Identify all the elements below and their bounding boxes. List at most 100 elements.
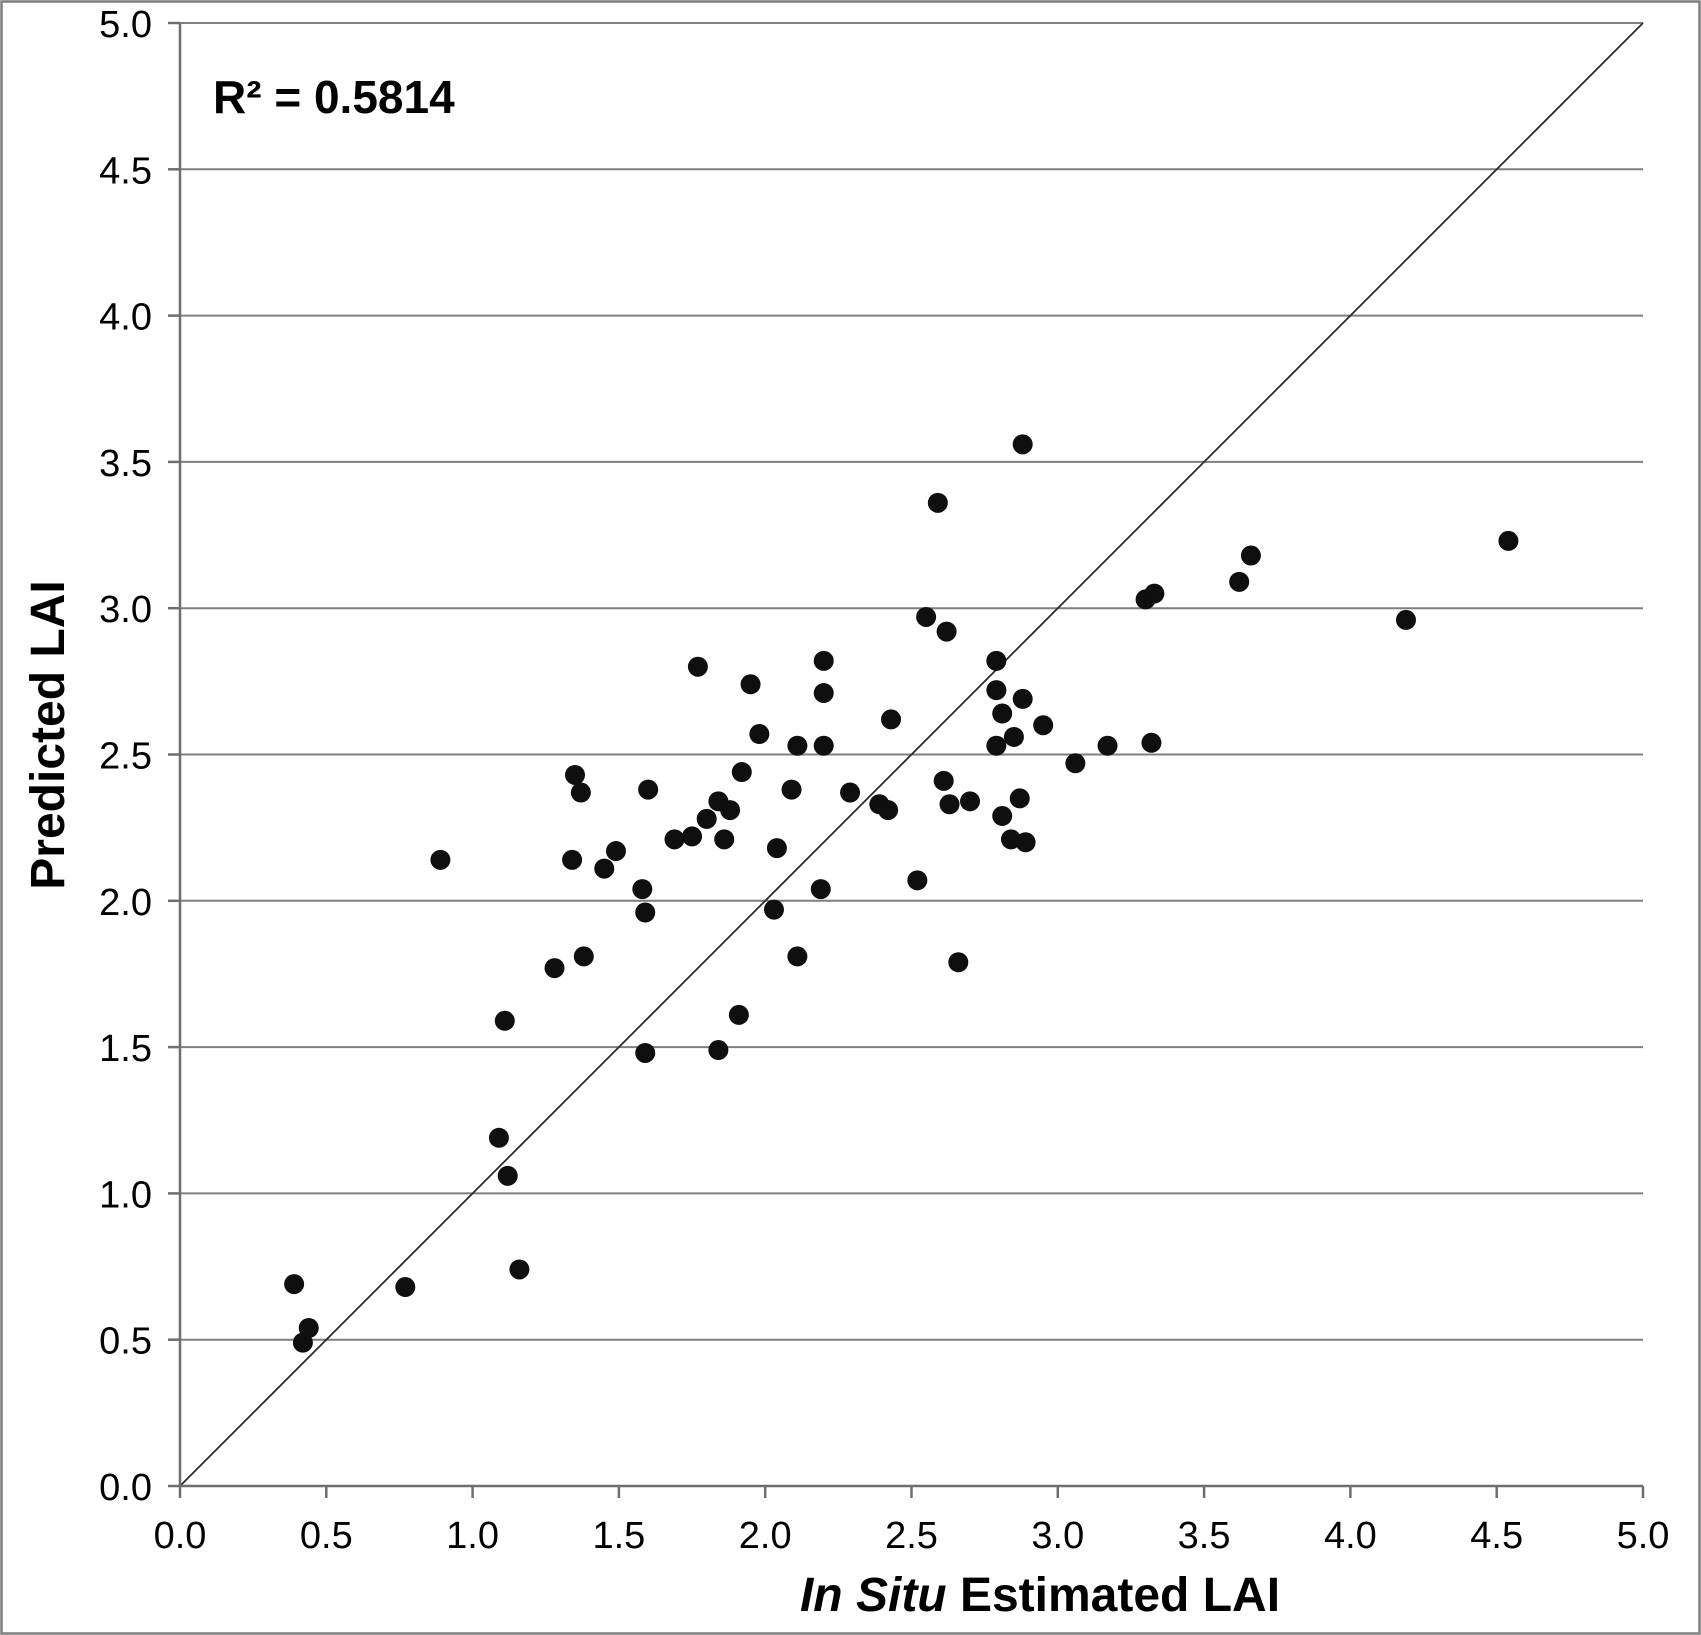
data-point (682, 826, 703, 847)
data-points (284, 434, 1519, 1353)
x-tick-label: 2.0 (739, 1515, 792, 1557)
data-point (284, 1274, 305, 1295)
data-point (605, 841, 626, 862)
data-point (881, 709, 902, 730)
data-point (907, 870, 928, 891)
x-tick-label: 2.5 (885, 1515, 938, 1557)
data-point (878, 800, 899, 821)
tick-labels: 0.0 0.5 1.0 1.5 2.0 2.5 3.0 3.5 4.0 4.5 5.0 0.0 0.5 1… (99, 4, 1669, 1557)
y-tick-label: 2.0 (99, 882, 152, 924)
x-tick-label: 4.0 (1324, 1515, 1377, 1557)
y-tick-label: 4.0 (99, 297, 152, 339)
data-point (1240, 545, 1261, 566)
data-point (594, 858, 615, 879)
y-tick-label: 0.0 (99, 1467, 152, 1509)
data-point (749, 724, 770, 745)
data-point (632, 879, 653, 900)
y-tick-label: 3.0 (99, 589, 152, 631)
x-tick-label: 5.0 (1617, 1515, 1670, 1557)
x-tick-label: 0.5 (300, 1515, 353, 1557)
data-point (986, 735, 1007, 756)
data-point (916, 606, 937, 627)
data-point (960, 791, 981, 812)
data-point (708, 1040, 729, 1061)
x-tick-label: 1.5 (592, 1515, 645, 1557)
data-point (720, 800, 741, 821)
data-point (986, 680, 1007, 701)
data-point (1144, 583, 1165, 604)
x-tick-label: 1.0 (446, 1515, 499, 1557)
x-tick-label: 3.0 (1031, 1515, 1084, 1557)
y-axis-title: Predicted LAI (22, 580, 75, 889)
data-point (740, 674, 761, 695)
data-point (687, 656, 708, 677)
y-tick-label: 4.5 (99, 150, 152, 192)
data-point (1229, 571, 1250, 592)
data-point (939, 794, 960, 815)
data-point (664, 829, 685, 850)
data-point (763, 899, 784, 920)
data-point (787, 946, 808, 967)
data-point (1015, 832, 1036, 853)
data-point (544, 958, 565, 979)
data-point (781, 779, 802, 800)
data-point (810, 879, 831, 900)
data-point (840, 782, 861, 803)
data-point (1097, 735, 1118, 756)
data-point (936, 621, 957, 642)
data-point (635, 1042, 656, 1063)
data-point (395, 1277, 416, 1298)
identity-line (179, 22, 1644, 1487)
data-point (430, 849, 451, 870)
data-point (509, 1259, 530, 1280)
data-point (298, 1317, 319, 1338)
data-point (488, 1127, 509, 1148)
x-axis-title-regular-part: Estimated LAI (947, 1569, 1280, 1622)
data-point (1012, 688, 1033, 709)
data-point (494, 1010, 515, 1031)
data-point (638, 779, 659, 800)
data-point (933, 770, 954, 791)
y-tick-label: 3.5 (99, 443, 152, 485)
data-point (813, 683, 834, 704)
data-point (1003, 726, 1024, 747)
data-point (696, 808, 717, 829)
data-point (573, 946, 594, 967)
y-tick-label: 1.0 (99, 1174, 152, 1216)
data-point (813, 650, 834, 671)
data-point (562, 849, 583, 870)
data-point (565, 764, 586, 785)
data-point (731, 762, 752, 783)
data-point (1012, 434, 1033, 455)
x-axis-title-italic-part: In Situ (800, 1569, 947, 1622)
data-point (766, 838, 787, 859)
data-point (1395, 609, 1416, 630)
data-point (1033, 715, 1054, 736)
y-tick-label: 5.0 (99, 4, 152, 46)
x-axis-title: In Situ Estimated LAI (800, 1569, 1280, 1622)
y-tick-label: 0.5 (99, 1321, 152, 1363)
tick-marks (168, 21, 1645, 1498)
gridlines (180, 22, 1643, 1341)
data-point (497, 1165, 518, 1186)
r-squared-annotation: R² = 0.5814 (213, 71, 455, 123)
data-point (1141, 732, 1162, 753)
data-point (1498, 530, 1519, 551)
x-tick-label: 0.0 (154, 1515, 207, 1557)
data-point (992, 703, 1013, 724)
data-point (927, 492, 948, 513)
data-point (714, 829, 735, 850)
y-tick-label: 2.5 (99, 736, 152, 778)
data-point (1009, 788, 1030, 809)
data-point (570, 782, 591, 803)
data-point (813, 735, 834, 756)
x-tick-label: 4.5 (1470, 1515, 1523, 1557)
data-point (986, 650, 1007, 671)
data-point (635, 902, 656, 923)
x-tick-label: 3.5 (1178, 1515, 1231, 1557)
data-point (948, 952, 969, 973)
y-tick-label: 1.5 (99, 1028, 152, 1070)
